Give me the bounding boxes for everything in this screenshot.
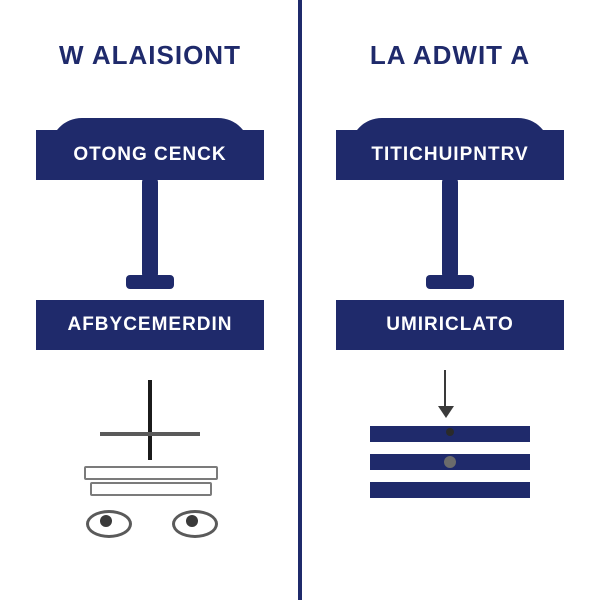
left-panel: W ALAISIONT OTONG CENCK AFBYCEMERDIN [0,0,300,600]
left-scale-icon [40,370,260,550]
left-chip-2: AFBYCEMERDIN [36,300,264,350]
comparison-diagram: W ALAISIONT OTONG CENCK AFBYCEMERDIN LA … [0,0,600,600]
right-panel: LA ADWIT A TITICHUIPNTRV UMIRICLATO [300,0,600,600]
right-title: LA ADWIT A [300,40,600,71]
right-chip-2: UMIRICLATO [336,300,564,350]
right-bars-icon [340,370,560,550]
right-chip-1: TITICHUIPNTRV [336,130,564,180]
left-chip-1: OTONG CENCK [36,130,264,180]
left-title: W ALAISIONT [0,40,300,71]
